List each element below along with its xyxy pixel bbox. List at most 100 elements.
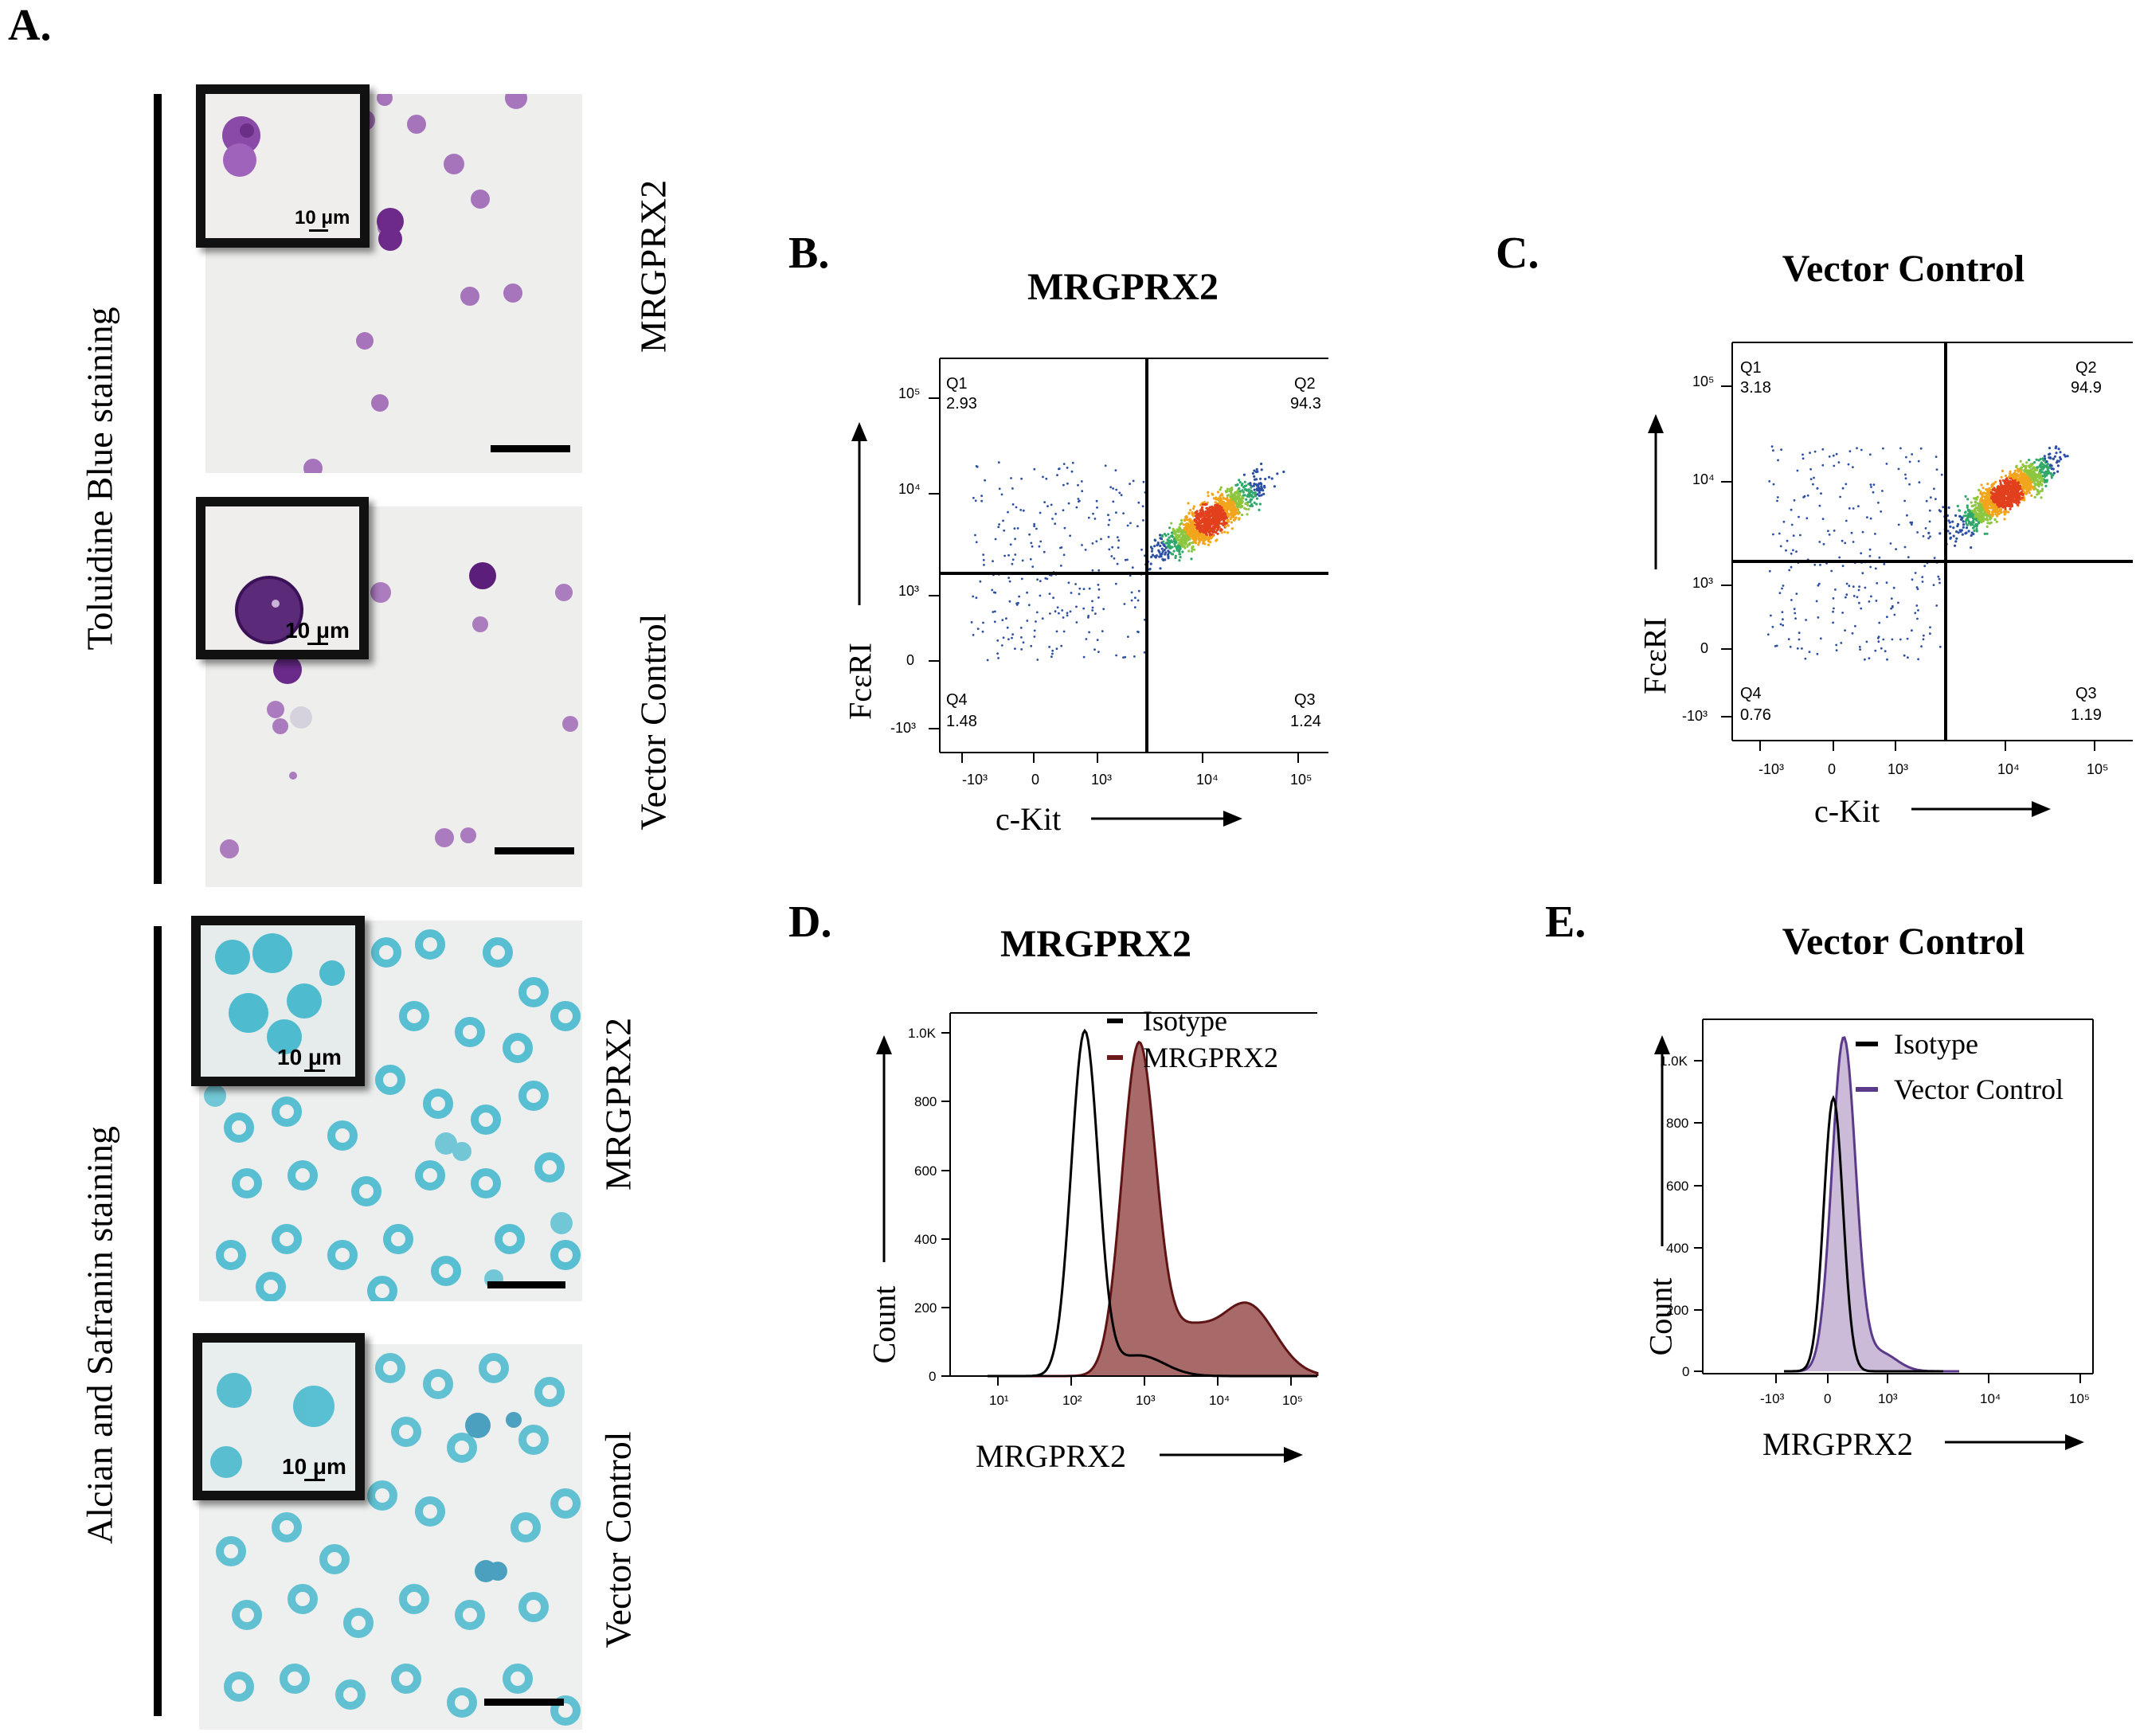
event-dot <box>1062 463 1066 465</box>
event-dot <box>1914 572 1917 574</box>
event-dot <box>1055 630 1058 633</box>
event-dot <box>1026 591 1028 594</box>
event-dot <box>1176 549 1179 552</box>
panel-d-xlabel: MRGPRX2 <box>976 1438 1126 1474</box>
event-dot <box>1255 502 1258 506</box>
event-dot <box>1860 448 1863 452</box>
event-dot <box>1216 532 1219 535</box>
event-dot <box>1230 521 1233 524</box>
event-dot <box>1977 520 1980 524</box>
event-dot <box>1209 526 1212 530</box>
event-dot <box>1246 502 1249 506</box>
event-dot <box>1857 505 1860 508</box>
event-dot <box>1897 601 1899 604</box>
event-dot <box>1157 549 1160 552</box>
event-dot <box>1267 475 1271 479</box>
event-dot <box>1832 610 1834 613</box>
event-dot <box>1961 533 1964 536</box>
inset-scale-label: 10 μm <box>295 207 350 229</box>
event-dot <box>1055 647 1058 651</box>
panel-c-ytick-0: 0 <box>1700 640 1708 656</box>
event-dot <box>1768 569 1771 573</box>
event-dot <box>1253 501 1256 504</box>
event-dot <box>1965 522 1968 526</box>
event-dot <box>1891 638 1894 641</box>
event-dot <box>982 558 985 561</box>
event-dot <box>1243 480 1246 483</box>
event-dot <box>1822 542 1825 545</box>
event-dot <box>1891 604 1894 608</box>
cells-alcian-vector <box>216 1353 581 1726</box>
panel-c-q2-name: Q2 <box>2075 359 2097 377</box>
event-dot <box>1066 612 1069 615</box>
panel-d-ytick-600: 600 <box>914 1163 937 1179</box>
panel-e-xtick-0: 0 <box>1824 1391 1831 1406</box>
event-dot <box>1995 507 1998 511</box>
event-dot <box>1218 510 1222 514</box>
event-dot <box>1248 492 1251 495</box>
event-dot <box>1200 506 1204 509</box>
event-dot <box>1933 557 1936 560</box>
event-dot <box>1249 498 1252 501</box>
event-dot <box>1254 493 1257 496</box>
event-dot <box>1081 544 1083 546</box>
event-dot <box>2017 503 2020 506</box>
event-dot <box>1234 494 1237 497</box>
event-dot <box>1987 512 1990 515</box>
event-dot <box>1868 453 1872 456</box>
event-dot <box>1242 494 1246 497</box>
event-dot <box>1870 486 1872 488</box>
event-dot <box>1951 520 1954 523</box>
event-dot <box>1115 511 1117 514</box>
event-dot <box>1985 488 1989 491</box>
event-dot <box>1803 495 1806 498</box>
event-dot <box>1207 491 1210 494</box>
event-dot <box>1130 591 1133 594</box>
event-dot <box>1215 539 1218 542</box>
event-dot <box>1884 650 1887 653</box>
event-dot <box>1067 502 1070 505</box>
event-dot <box>1207 516 1210 519</box>
event-dot <box>1971 526 1975 530</box>
event-dot <box>1198 541 1201 544</box>
event-dot <box>984 479 986 482</box>
event-dot <box>1160 534 1164 537</box>
event-dot <box>1141 505 1144 508</box>
event-dot <box>1202 539 1206 542</box>
event-dot <box>1864 658 1866 661</box>
event-dot <box>1848 585 1851 588</box>
event-dot <box>1830 569 1833 573</box>
event-dot <box>2016 478 2019 481</box>
event-dot <box>1019 509 1023 511</box>
event-dot <box>1802 457 1805 460</box>
event-dot <box>974 499 977 502</box>
event-dot <box>1026 620 1029 622</box>
event-dot <box>1236 508 1239 511</box>
event-dot <box>1007 638 1010 641</box>
event-dot <box>1852 466 1854 468</box>
event-dot <box>1982 491 1985 495</box>
event-dot <box>1186 527 1189 530</box>
panel-c-ytick-neg: -10³ <box>1682 708 1708 724</box>
event-dot <box>1981 495 1984 499</box>
event-dot <box>1228 505 1231 508</box>
event-dot <box>1971 521 1974 524</box>
event-dot <box>1837 461 1841 463</box>
event-dot <box>1022 641 1025 644</box>
event-dot <box>1906 637 1909 640</box>
event-dot <box>1031 545 1034 548</box>
event-dot <box>1999 482 2002 485</box>
inset-scale-label: 10 μm <box>282 1454 346 1479</box>
event-dot <box>1805 619 1807 621</box>
event-dot <box>1084 549 1087 551</box>
panel-b-ylabel: FcεRI <box>842 643 878 720</box>
event-dot <box>1137 589 1140 592</box>
panel-c-dots <box>1766 445 2069 661</box>
event-dot <box>1183 546 1187 549</box>
panel-d-label: D. <box>788 897 832 947</box>
event-dot <box>1790 565 1793 569</box>
event-dot <box>982 621 984 624</box>
event-dot <box>1991 510 1994 514</box>
event-dot <box>2064 455 2067 458</box>
event-dot <box>1115 488 1118 491</box>
